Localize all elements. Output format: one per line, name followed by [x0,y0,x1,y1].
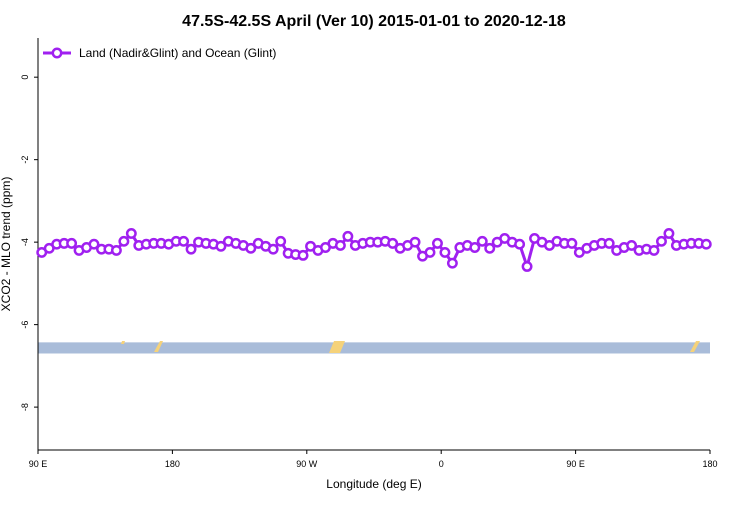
point [88,238,100,250]
y-tick-label: -4 [20,238,30,246]
point [178,235,190,247]
point [424,247,436,258]
y-tick-label: 0 [20,75,30,80]
point [648,244,660,256]
point [521,261,533,272]
point [215,240,227,252]
point [476,235,488,247]
point [700,238,712,250]
y-tick-label: -8 [20,403,30,411]
x-axis-label: Longitude (deg E) [326,477,421,491]
point [297,249,309,261]
x-tick-label: 180 [165,459,180,469]
point [566,237,578,249]
x-tick-label: 180 [702,459,717,469]
x-tick-label: 90 E [29,459,48,469]
point [432,237,443,249]
point [514,238,526,250]
point [446,257,458,269]
y-axis-label: XCO2 - MLO trend (ppm) [0,177,13,312]
point [110,244,122,256]
point [626,239,638,251]
point [439,247,451,258]
point [387,237,399,249]
point [469,242,481,253]
point [484,242,496,254]
point [656,235,667,247]
legend-marker [51,47,63,59]
band [38,342,710,354]
chart-title: 47.5S-42.5S April (Ver 10) 2015-01-01 to… [182,13,566,30]
point [603,237,615,249]
y-tick-label: -6 [20,321,30,329]
point [663,228,675,239]
point [125,228,137,239]
point [267,243,279,255]
y-tick-label: -2 [20,156,30,164]
point [185,243,197,255]
point [342,230,354,242]
point [275,235,287,247]
x-tick-label: 0 [439,459,444,469]
point [118,235,130,247]
point [334,239,346,251]
legend-label: Land (Nadir&Glint) and Ocean (Glint) [79,46,276,60]
x-tick-label: 90 W [296,459,318,469]
x-tick-label: 90 E [566,459,585,469]
yellow-streaks [121,341,700,353]
point [409,236,421,248]
point [245,242,257,254]
point [66,237,78,249]
